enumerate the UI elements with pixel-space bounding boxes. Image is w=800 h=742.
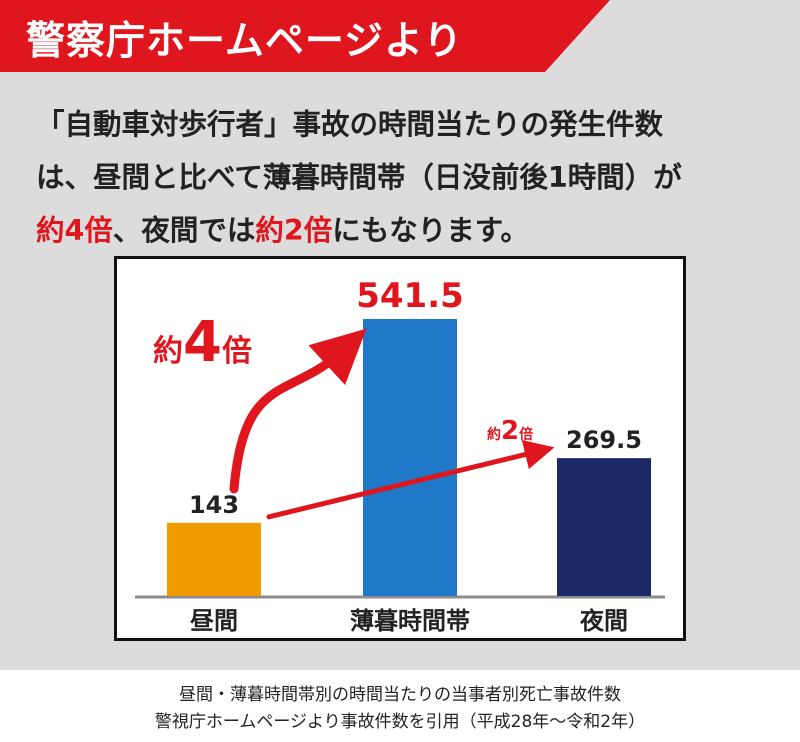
headline-line-2: は、昼間と比べて薄暮時間帯（日没前後1時間）が xyxy=(36,161,682,194)
headline-highlight-4x: 約4倍 xyxy=(36,214,113,247)
category-label-1: 昼間 xyxy=(190,607,238,635)
category-label-3: 夜間 xyxy=(579,607,628,635)
source-banner: 警察庁ホームページより xyxy=(0,0,800,72)
banner-title: 警察庁ホームページより xyxy=(26,19,464,64)
figure-caption: 昼間・薄暮時間帯別の時間当たりの当事者別死亡事故件数 警視庁ホームページより事故… xyxy=(0,682,800,736)
bar-chart: 143 昼間 541.5 薄暮時間帯 269.5 夜間 約4倍約2倍 xyxy=(114,256,686,641)
headline-middle-text: 、夜間では xyxy=(112,214,256,247)
headline-highlight-2x: 約2倍 xyxy=(255,214,333,247)
headline: 「自動車対歩行者」事故の時間当たりの発生件数 は、昼間と比べて薄暮時間帯（日没前… xyxy=(36,98,776,257)
bar-2 xyxy=(363,319,457,596)
arrow-4x xyxy=(229,328,367,494)
value-label-3: 269.5 xyxy=(566,426,642,454)
annotation-2x: 約2倍 xyxy=(487,416,533,446)
headline-line-1: 「自動車対歩行者」事故の時間当たりの発生件数 xyxy=(36,108,664,141)
bar-3 xyxy=(557,458,651,596)
caption-line-1: 昼間・薄暮時間帯別の時間当たりの当事者別死亡事故件数 xyxy=(179,685,621,705)
headline-line-3: 約4倍、夜間では約2倍にもなります。 xyxy=(36,204,776,257)
banner-background xyxy=(0,0,610,72)
caption-line-2: 警視庁ホームページより事故件数を引用（平成28年〜令和2年） xyxy=(154,712,646,732)
arrow-2x xyxy=(266,439,555,520)
category-label-2: 薄暮時間帯 xyxy=(350,607,470,635)
headline-end-text: にもなります。 xyxy=(332,214,529,247)
value-label-2: 541.5 xyxy=(356,276,464,316)
value-label-1: 143 xyxy=(189,491,239,519)
annotation-4x: 約4倍 xyxy=(153,310,252,375)
bar-1 xyxy=(167,522,261,596)
